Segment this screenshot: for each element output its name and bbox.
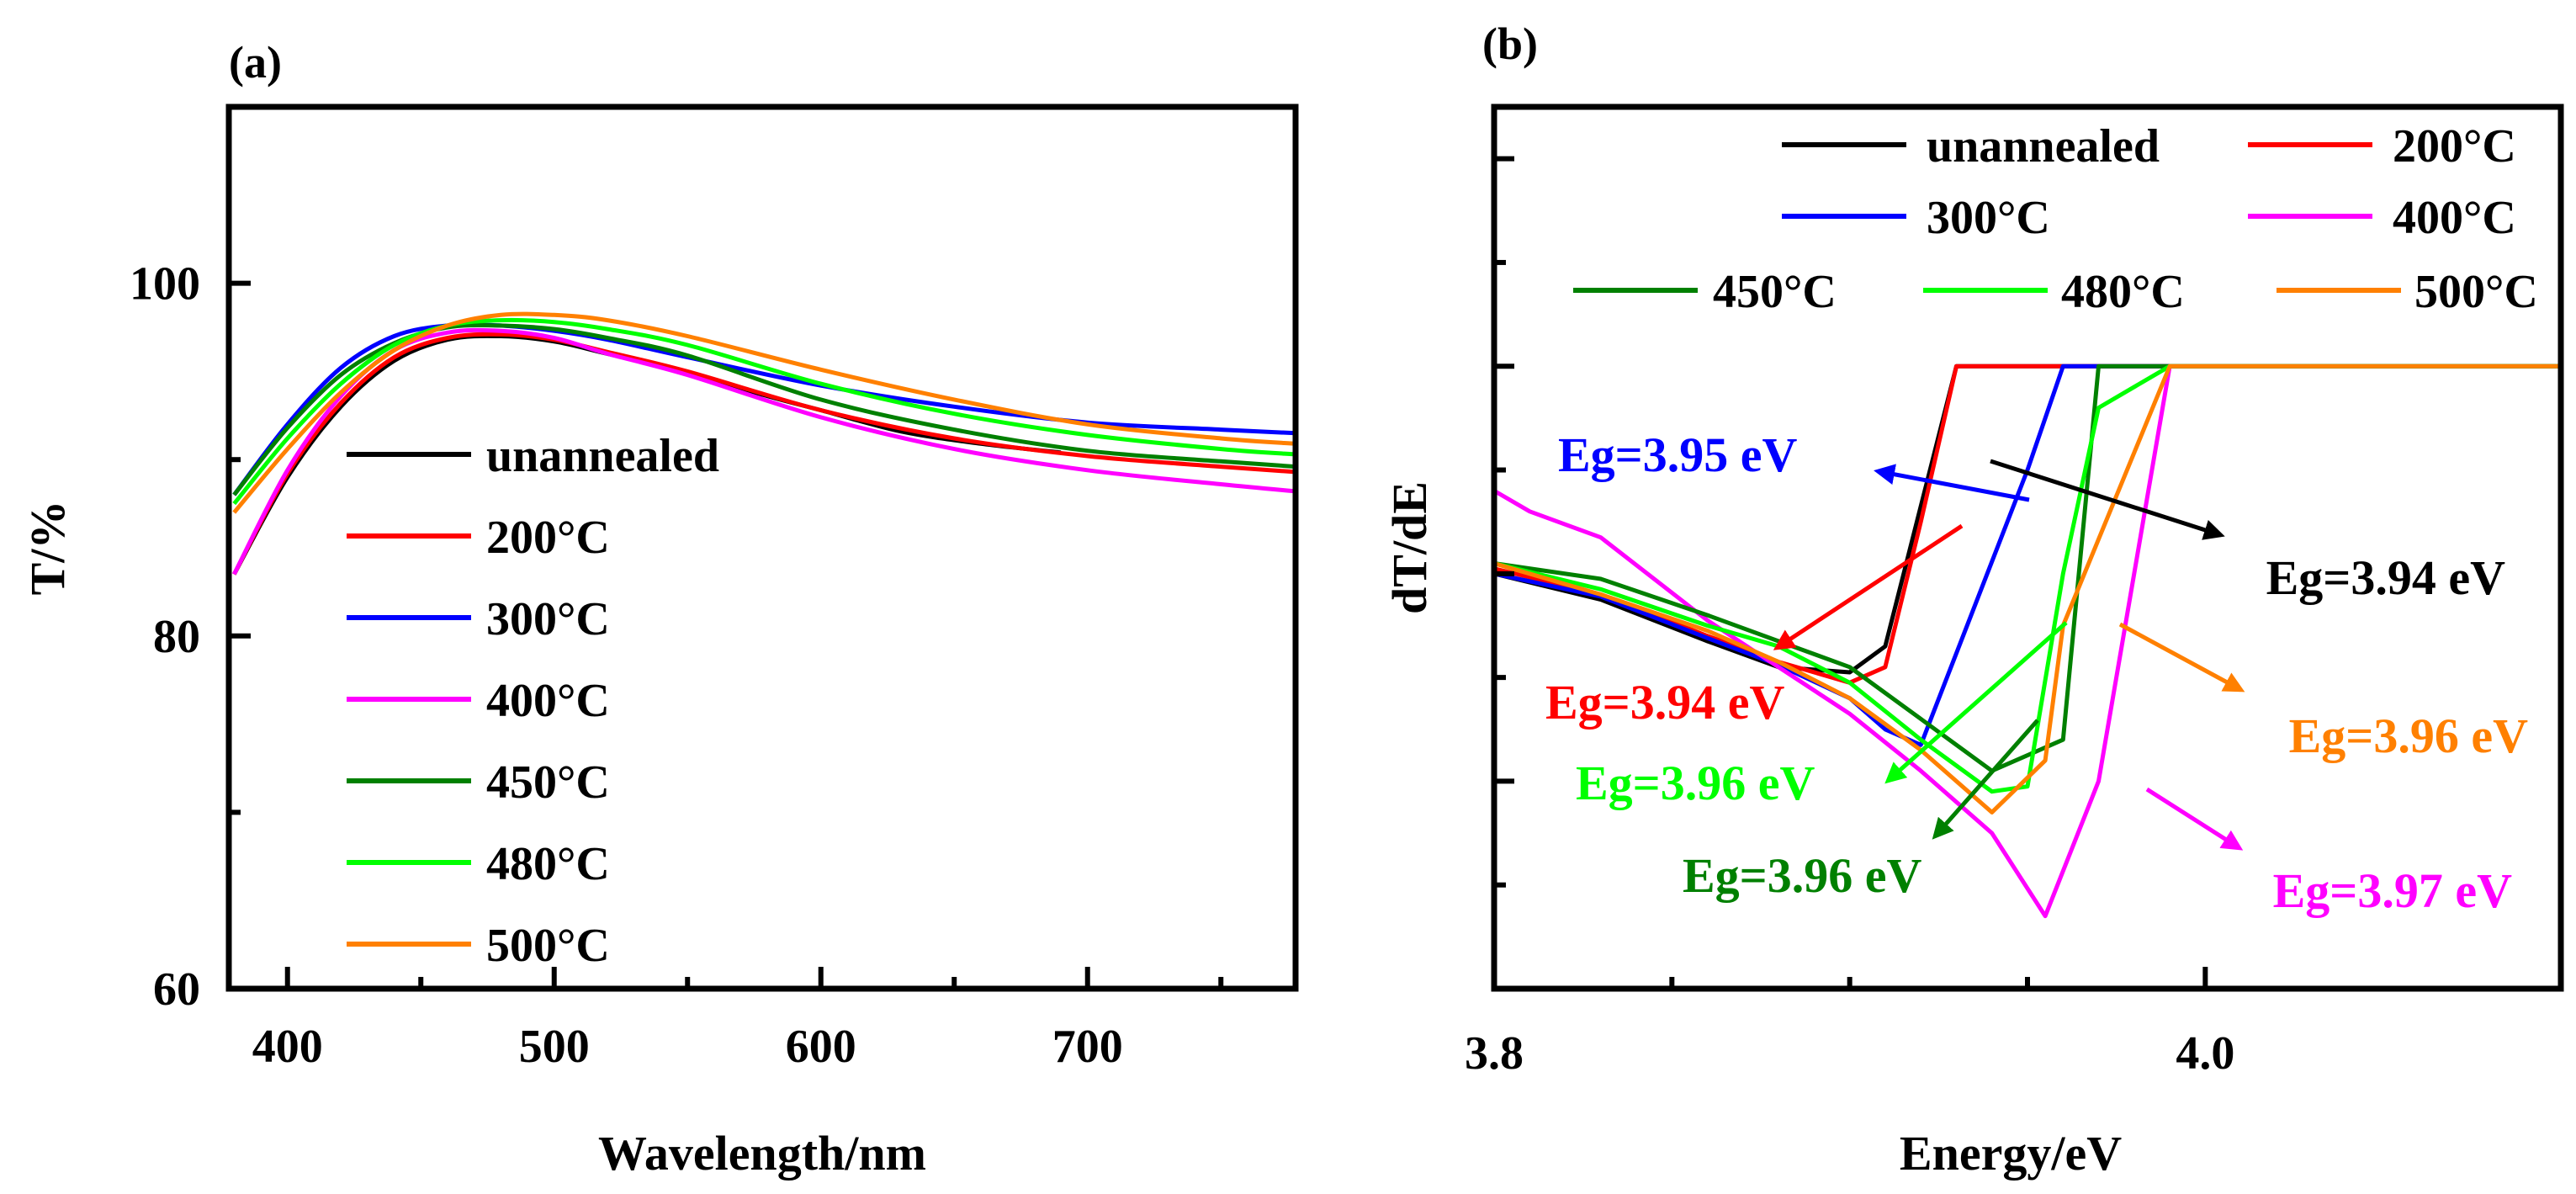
panel-a-y-tick-label: 100 [130, 258, 200, 310]
panel-b-annotation-arrow-200c [1773, 523, 1964, 650]
panel-b-series-line-480c [1493, 364, 2561, 794]
panel-b-legend-label-200c: 200°C [2393, 120, 2516, 172]
panel-b-annotation-arrow-400c [2145, 787, 2244, 851]
panel-b-annotation-arrow-450c [1932, 719, 2039, 840]
panel-a-legend-label-400c: 400°C [486, 675, 610, 727]
panel-a-legend-label-500c: 500°C [486, 920, 610, 972]
panel-b-legend-label-400c: 400°C [2393, 192, 2516, 244]
panel-b-x-axis-title: Energy/eV [1900, 1126, 2122, 1181]
panel-a-label: (a) [229, 37, 282, 88]
panel-b-label: (b) [1482, 19, 1538, 69]
panel-b-annotations: Eg=3.95 eV Eg=3.94 eV Eg=3.94 eV Eg=3.96 eV… [1545, 427, 2528, 918]
panel-a-series-line-450c [232, 323, 1296, 496]
panel-a-legend-label-200c: 200°C [486, 512, 610, 564]
panel-a-legend-label-450c: 450°C [486, 756, 610, 809]
panel-b-legend: unannealed 200°C 300°C 400°C 450°C 480°C 500°C [1573, 120, 2538, 318]
panel-a-series-line-500c [232, 311, 1296, 514]
panel-b-ticks: 3.8 4.0 [1465, 156, 2234, 1080]
panel-b-legend-label-300c: 300°C [1927, 192, 2050, 244]
panel-a-legend-label-480c: 480°C [486, 838, 610, 890]
panel-b-x-tick-label: 4.0 [2176, 1027, 2234, 1080]
panel-b-annotation-label-400c: Eg=3.97 eV [2273, 863, 2512, 918]
panel-a-y-axis-title: T/% [20, 501, 75, 596]
panel-b-series-line-400c [1492, 364, 2561, 919]
panel-b-series [1492, 364, 2561, 919]
panel-a-x-tick-label: 700 [1052, 1021, 1123, 1073]
panel-b-legend-label-450c: 450°C [1713, 266, 1837, 318]
panel-b-series-line-300c [1493, 364, 2561, 747]
panel-a-legend-label-300c: 300°C [486, 593, 610, 645]
panel-b-annotation-arrow-500c [2118, 622, 2245, 693]
panel-b-annotation-arrow-300c [1874, 464, 2030, 502]
panel-a-x-axis-title: Wavelength/nm [598, 1126, 926, 1181]
panel-a-y-tick-label: 60 [153, 963, 200, 1016]
panel-a-legend-label-unannealed: unannealed [486, 430, 719, 482]
panel-a-x-tick-label: 500 [519, 1021, 590, 1073]
panel-a-series-line-400c [232, 327, 1296, 576]
panel-a-plot-frame [225, 103, 1299, 992]
panel-b-annotation-label-200c: Eg=3.94 eV [1545, 675, 1784, 730]
panel-a-ticks: 400 500 600 700 60 80 100 [130, 104, 1224, 1073]
panel-a-series-line-480c [232, 317, 1296, 506]
panel-a-x-tick-label: 400 [252, 1021, 323, 1073]
panel-b-y-axis-title: dT/dE [1382, 481, 1437, 614]
panel-a-series [232, 311, 1296, 576]
panel-b-annotation-arrow-unannealed [1990, 459, 2225, 540]
panel-b-annotation-label-480c: Eg=3.96 eV [1576, 756, 1815, 810]
panel-b-legend-label-unannealed: unannealed [1927, 120, 2160, 172]
panel-b-annotation-label-unannealed: Eg=3.94 eV [2266, 550, 2505, 605]
panel-b-series-line-450c [1493, 364, 2561, 773]
panel-b-x-tick-label: 3.8 [1465, 1027, 1524, 1080]
panel-a-x-tick-label: 600 [786, 1021, 856, 1073]
panel-b: (b) 3.8 4.0 unannealed 200°C 300°C 400°C 450°… [1382, 19, 2564, 1181]
panel-b-annotation-arrow-480c [1884, 621, 2068, 784]
panel-b-legend-label-500c: 500°C [2414, 266, 2538, 318]
panel-b-legend-label-480c: 480°C [2061, 266, 2185, 318]
panel-b-series-line-200c [1493, 364, 2561, 685]
panel-b-series-line-unannealed [1493, 364, 2561, 675]
panel-a-legend: unannealed 200°C 300°C 400°C 450°C 480°C 500°C [347, 430, 719, 972]
panel-b-annotation-label-300c: Eg=3.95 eV [1558, 427, 1797, 482]
panel-b-annotation-label-450c: Eg=3.96 eV [1683, 848, 1921, 903]
panel-a: (a) 400 500 600 700 60 80 100 unannealed 200°C 3… [20, 37, 1299, 1181]
panel-a-y-tick-label: 80 [153, 611, 200, 663]
panel-b-annotation-label-500c: Eg=3.96 eV [2289, 708, 2528, 763]
